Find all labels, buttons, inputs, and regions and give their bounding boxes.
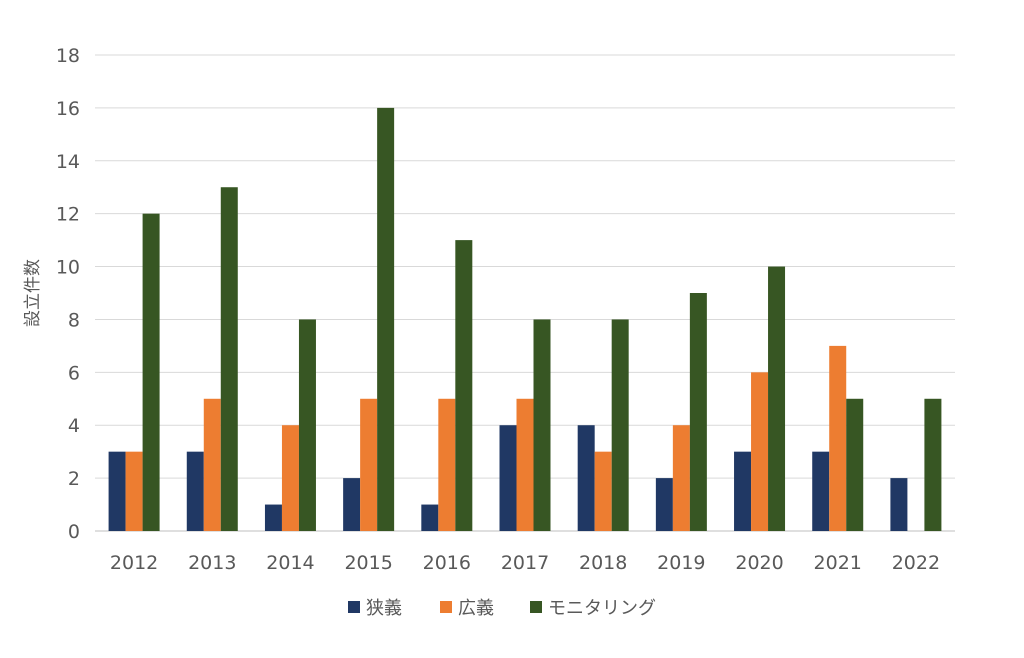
x-axis-ticks: 2012 2013 2014 2015 2016 2017 2018 2019 2020 2021…: [110, 552, 940, 574]
y-tick-label: 2: [68, 468, 80, 490]
bar-1-2014: [264, 504, 282, 531]
x-tick-label: 2019: [657, 552, 705, 574]
bar-3-2016: [455, 240, 473, 531]
bar-3-2020: [768, 266, 786, 531]
y-axis-label: 設立件数: [23, 259, 43, 327]
x-tick-label: 2012: [110, 552, 158, 574]
bar-3-2012: [142, 213, 160, 531]
x-tick-label: 2020: [735, 552, 783, 574]
bar-1-2017: [499, 425, 517, 531]
y-axis-ticks: 0 2 4 6 8 10 12 14 16 18: [56, 45, 80, 543]
bar-3-2018: [611, 319, 629, 531]
legend-swatch: [530, 601, 542, 613]
bar-2-2016: [438, 398, 456, 531]
y-tick-label: 6: [68, 362, 80, 384]
bar-3-2017: [533, 319, 551, 531]
bar-1-2019: [655, 478, 673, 531]
bar-2-2018: [594, 451, 612, 531]
bar-3-2015: [377, 107, 395, 531]
y-tick-label: 0: [68, 521, 80, 543]
legend-swatch: [348, 601, 360, 613]
bar-2-2020: [751, 372, 769, 531]
x-tick-label: 2018: [579, 552, 627, 574]
bar-1-2020: [734, 451, 752, 531]
gridlines: [95, 54, 955, 532]
bar-1-2015: [343, 478, 361, 531]
bar-1-2018: [577, 425, 595, 531]
bar-3-2019: [689, 293, 707, 531]
bar-1-2013: [186, 451, 204, 531]
bar-2-2019: [672, 425, 690, 531]
x-tick-label: 2016: [423, 552, 471, 574]
bar-1-2012: [108, 451, 126, 531]
x-tick-label: 2021: [814, 552, 862, 574]
bar-1-2016: [421, 504, 439, 531]
y-tick-label: 16: [56, 98, 80, 120]
legend: 狭義 広義 モニタリング: [348, 598, 656, 619]
bar-2-2017: [516, 398, 534, 531]
x-tick-label: 2015: [344, 552, 392, 574]
y-tick-label: 4: [68, 415, 80, 437]
bar-2-2014: [281, 425, 299, 531]
y-tick-label: 18: [56, 45, 80, 67]
y-tick-label: 12: [56, 204, 80, 226]
legend-label: モニタリング: [548, 598, 656, 619]
x-tick-label: 2022: [892, 552, 940, 574]
x-tick-label: 2013: [188, 552, 236, 574]
bar-3-2013: [220, 187, 238, 531]
bar-1-2022: [890, 478, 908, 531]
y-tick-label: 8: [68, 309, 80, 331]
bar-3-2022: [924, 398, 942, 531]
bars: [108, 107, 942, 531]
bar-3-2014: [298, 319, 316, 531]
bar-2-2021: [829, 345, 847, 531]
x-tick-label: 2014: [266, 552, 314, 574]
bar-1-2021: [812, 451, 830, 531]
y-tick-label: 10: [56, 257, 80, 279]
legend-label: 狭義: [366, 598, 402, 619]
bar-2-2013: [203, 398, 221, 531]
bar-2-2015: [360, 398, 378, 531]
x-tick-label: 2017: [501, 552, 549, 574]
legend-swatch: [440, 601, 452, 613]
bar-2-2012: [125, 451, 143, 531]
legend-label: 広義: [458, 598, 494, 619]
bar-3-2021: [846, 398, 864, 531]
y-tick-label: 14: [56, 151, 80, 173]
